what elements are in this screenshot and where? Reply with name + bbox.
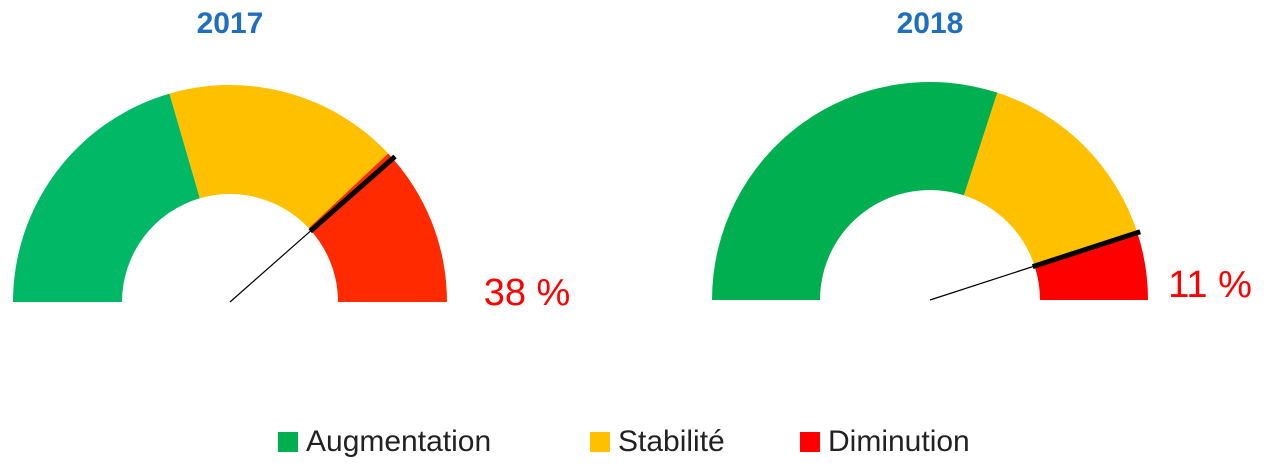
needle-head xyxy=(1031,229,1141,270)
legend-swatch xyxy=(800,432,820,452)
legend-label: Diminution xyxy=(828,425,970,458)
gauge-segment xyxy=(13,93,200,302)
gauge-segment xyxy=(1034,232,1148,300)
gauge-segment xyxy=(963,92,1138,267)
gauge-segment xyxy=(308,153,447,302)
needle-head xyxy=(308,154,397,234)
gauge-title: 2017 xyxy=(197,7,264,40)
legend-label: Stabilité xyxy=(618,425,725,458)
gauge-segment xyxy=(712,81,998,300)
gauge-label: 11 % xyxy=(1168,264,1252,306)
legend-label: Augmentation xyxy=(306,425,491,458)
gauge-title: 2018 xyxy=(897,7,964,40)
legend-swatch xyxy=(590,432,610,452)
legend-swatch xyxy=(278,432,298,452)
gauge-segment xyxy=(169,84,389,229)
gauge-label: 38 % xyxy=(484,272,571,314)
